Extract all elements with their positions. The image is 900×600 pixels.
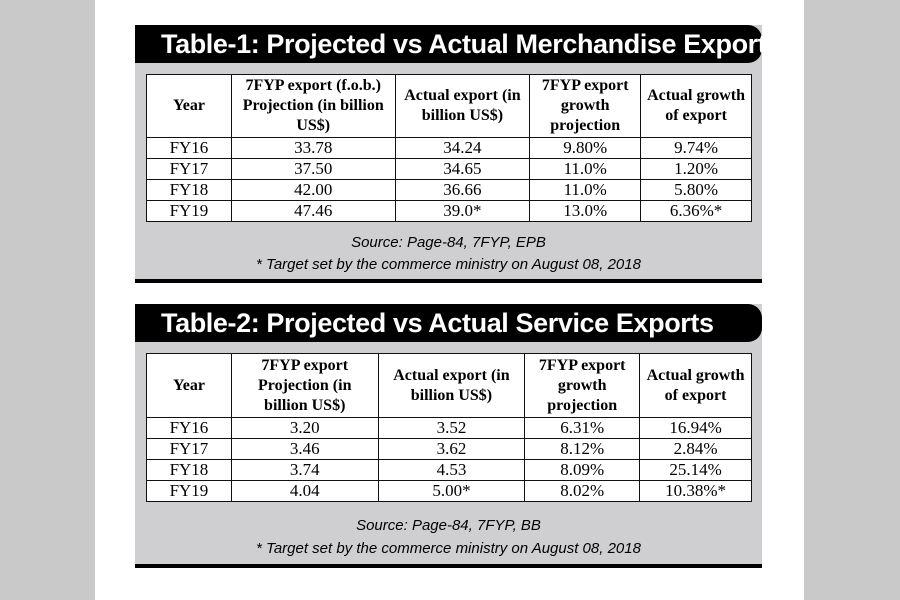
cell-actual-growth: 16.94% [639,417,752,439]
cell-projection: 37.50 [230,158,396,180]
cell-year: FY19 [146,200,232,222]
cell-actual-export: 34.24 [394,137,531,159]
col-header-actual-export: Actual export (in billion US$) [377,353,526,418]
table-row: FY18 42.00 36.66 11.0% 5.80% [146,179,752,201]
merchandise-exports-table: Year 7FYP export (f.o.b.) Projection (in… [146,74,752,222]
cell-growth-projection: 8.02% [524,480,641,502]
cell-year: FY16 [146,417,232,439]
cell-growth-projection: 13.0% [529,200,642,222]
cell-growth-projection: 11.0% [529,179,642,201]
cell-year: FY18 [146,459,232,481]
cell-projection: 33.78 [230,137,396,159]
service-exports-panel: Table-2: Projected vs Actual Service Exp… [135,304,762,568]
table-row: FY18 3.74 4.53 8.09% 25.14% [146,459,752,481]
cell-year: FY16 [146,137,232,159]
merchandise-exports-panel: Table-1: Projected vs Actual Merchandise… [135,25,781,283]
table-row: FY19 4.04 5.00* 8.02% 10.38%* [146,480,752,502]
cell-actual-growth: 10.38%* [639,480,752,502]
col-header-projection: 7FYP export (f.o.b.) Projection (in bill… [230,74,396,138]
col-header-growth-projection: 7FYP export growth projection [529,74,642,138]
cell-actual-export: 39.0* [394,200,531,222]
cell-actual-growth: 9.74% [640,137,752,159]
table-row: FY17 3.46 3.62 8.12% 2.84% [146,438,752,460]
cell-growth-projection: 9.80% [529,137,642,159]
cell-year: FY18 [146,179,232,201]
col-header-actual-growth: Actual growth of export [639,353,752,418]
cell-projection: 3.20 [230,417,379,439]
cell-growth-projection: 6.31% [524,417,641,439]
table-row: FY19 47.46 39.0* 13.0% 6.36%* [146,200,752,222]
cell-actual-export: 3.52 [377,417,526,439]
cell-actual-growth: 6.36%* [640,200,752,222]
table-1-source: Source: Page-84, 7FYP, EPB [351,234,546,251]
cell-year: FY17 [146,438,232,460]
table-header-row: Year 7FYP export Projection (in billion … [146,353,752,418]
cell-projection: 3.74 [230,459,379,481]
cell-growth-projection: 11.0% [529,158,642,180]
cell-actual-export: 36.66 [394,179,531,201]
table-row: FY16 3.20 3.52 6.31% 16.94% [146,417,752,439]
cell-actual-export: 5.00* [377,480,526,502]
cell-year: FY19 [146,480,232,502]
cell-actual-export: 4.53 [377,459,526,481]
col-header-year: Year [146,353,232,418]
cell-actual-growth: 1.20% [640,158,752,180]
col-header-year: Year [146,74,232,138]
cell-actual-growth: 25.14% [639,459,752,481]
col-header-projection: 7FYP export Projection (in billion US$) [230,353,379,418]
table-row: FY16 33.78 34.24 9.80% 9.74% [146,137,752,159]
cell-actual-export: 34.65 [394,158,531,180]
col-header-actual-export: Actual export (in billion US$) [394,74,531,138]
cell-actual-export: 3.62 [377,438,526,460]
col-header-actual-growth: Actual growth of export [640,74,752,138]
table-2-title: Table-2: Projected vs Actual Service Exp… [135,304,762,342]
cell-growth-projection: 8.12% [524,438,641,460]
col-header-growth-projection: 7FYP export growth projection [524,353,641,418]
cell-projection: 4.04 [230,480,379,502]
table-header-row: Year 7FYP export (f.o.b.) Projection (in… [146,74,752,138]
cell-actual-growth: 2.84% [639,438,752,460]
cell-projection: 42.00 [230,179,396,201]
table-1-footnote: * Target set by the commerce ministry on… [256,256,641,273]
cell-growth-projection: 8.09% [524,459,641,481]
table-2-footnote: * Target set by the commerce ministry on… [256,540,641,557]
table-2-source: Source: Page-84, 7FYP, BB [356,517,541,534]
cell-year: FY17 [146,158,232,180]
cell-projection: 3.46 [230,438,379,460]
service-exports-table: Year 7FYP export Projection (in billion … [146,353,752,502]
cell-actual-growth: 5.80% [640,179,752,201]
article-image: Table-1: Projected vs Actual Merchandise… [95,0,804,600]
table-1-title: Table-1: Projected vs Actual Merchandise… [135,25,781,63]
cell-projection: 47.46 [230,200,396,222]
table-row: FY17 37.50 34.65 11.0% 1.20% [146,158,752,180]
